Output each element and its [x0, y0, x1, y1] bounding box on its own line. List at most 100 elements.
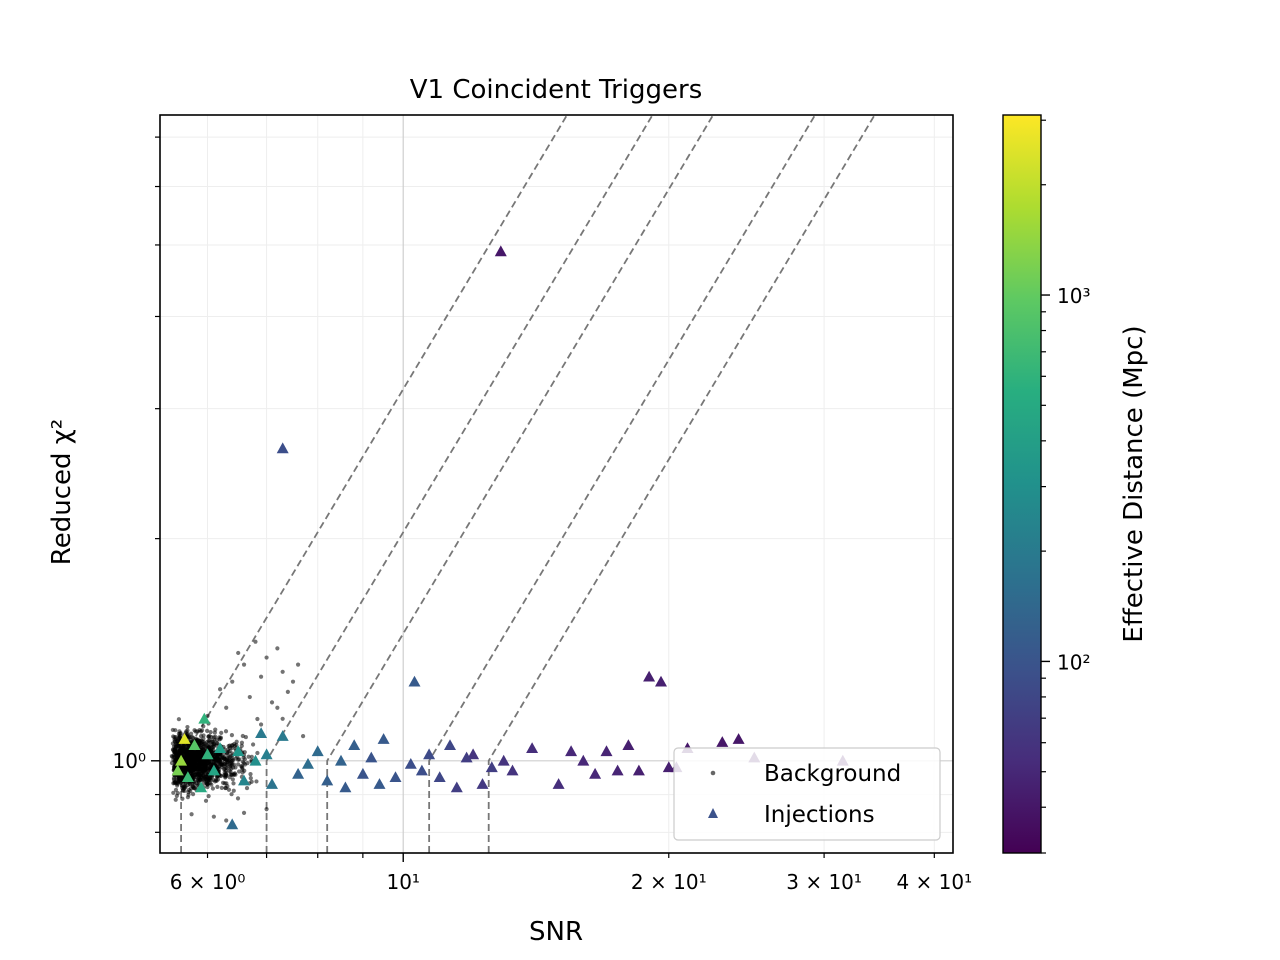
injection-point — [444, 739, 456, 750]
injection-point — [249, 754, 262, 766]
injection-point — [600, 745, 613, 757]
injection-point — [589, 767, 602, 779]
background-point — [209, 782, 214, 787]
legend-background-label: Background — [764, 761, 901, 787]
background-point — [239, 740, 245, 745]
background-point — [188, 789, 193, 794]
background-point — [201, 724, 206, 729]
background-point — [185, 763, 190, 768]
background-point — [247, 694, 252, 700]
background-point — [224, 770, 229, 776]
injection-point — [497, 754, 510, 766]
y-axis-ticks: 10⁰ — [113, 136, 160, 833]
injection-point — [662, 761, 675, 773]
x-axis-label: SNR — [529, 917, 583, 947]
injection-point — [232, 745, 245, 757]
background-point — [202, 766, 208, 771]
background-point — [204, 728, 210, 734]
background-point — [223, 729, 229, 734]
background-point — [258, 674, 264, 679]
background-point — [240, 767, 245, 772]
background-point — [215, 784, 220, 790]
background-point — [185, 795, 191, 800]
background-point — [280, 716, 285, 721]
background-point — [211, 814, 216, 819]
background-point — [185, 759, 190, 764]
background-point — [206, 778, 211, 783]
injection-point — [311, 745, 324, 757]
threshold-curves — [180, 115, 876, 853]
background-point — [235, 796, 241, 801]
injection-point — [226, 818, 239, 830]
background-point — [229, 792, 234, 797]
background-point — [258, 722, 264, 727]
background-point — [211, 735, 216, 740]
plot-frame — [159, 114, 954, 854]
background-point — [249, 754, 254, 759]
background-point — [177, 743, 182, 748]
background-point — [226, 787, 232, 792]
background-point — [177, 729, 182, 734]
background-point — [231, 781, 236, 786]
background-point — [236, 769, 242, 774]
injection-point — [643, 670, 656, 682]
background-point — [179, 783, 185, 788]
background-point — [213, 758, 218, 763]
chart-title: V1 Coincident Triggers — [410, 75, 703, 105]
background-point — [295, 662, 301, 667]
injection-point — [356, 767, 369, 779]
background-point — [203, 798, 209, 803]
background-point — [244, 785, 250, 791]
background-point — [217, 687, 223, 692]
injection-point — [171, 764, 184, 776]
injection-point — [423, 748, 436, 760]
background-point — [184, 729, 189, 734]
background-point — [177, 749, 182, 755]
injection-point — [276, 730, 289, 741]
plot-area — [160, 115, 953, 853]
x-tick-label: 6 × 10⁰ — [170, 870, 246, 894]
background-point — [255, 716, 260, 722]
background-point — [206, 794, 211, 799]
background-point — [171, 754, 176, 760]
background-point — [248, 772, 253, 777]
x-axis-ticks: 6 × 10⁰ 10¹ 2 × 10¹ 3 × 10¹ 4 × 10¹ — [170, 853, 972, 894]
background-point — [285, 689, 290, 694]
threshold-curve — [428, 115, 817, 853]
background-point — [173, 734, 178, 740]
x-tick-label: 2 × 10¹ — [631, 870, 707, 894]
background-point — [240, 733, 245, 739]
background-point — [191, 761, 197, 767]
background-point — [194, 781, 199, 786]
background-point — [180, 788, 186, 793]
injection-point — [266, 778, 278, 789]
background-point — [236, 762, 241, 767]
injection-point — [389, 771, 402, 782]
background-point — [177, 734, 183, 739]
colorbar-tick-label: 10³ — [1057, 284, 1090, 308]
background-point — [184, 744, 190, 749]
background-point — [209, 747, 214, 752]
injection-point — [450, 781, 463, 793]
legend-injections-label: Injections — [764, 802, 875, 828]
injection-point — [494, 245, 507, 257]
injection-point — [321, 774, 334, 786]
colorbar — [1002, 114, 1042, 854]
background-point — [219, 762, 224, 767]
background-point — [230, 765, 236, 770]
injection-point — [276, 442, 289, 454]
legend: Background Injections — [673, 747, 941, 841]
background-point — [201, 733, 206, 738]
injection-point — [404, 758, 417, 769]
injection-point — [302, 758, 314, 769]
injection-point — [408, 675, 421, 687]
injection-point — [622, 739, 635, 750]
background-point — [224, 705, 229, 710]
x-tick-label: 10¹ — [386, 870, 419, 894]
injection-point — [207, 764, 220, 776]
background-point — [207, 765, 212, 770]
injection-point — [632, 764, 645, 776]
injection-point — [611, 764, 624, 776]
background-point — [189, 812, 194, 817]
